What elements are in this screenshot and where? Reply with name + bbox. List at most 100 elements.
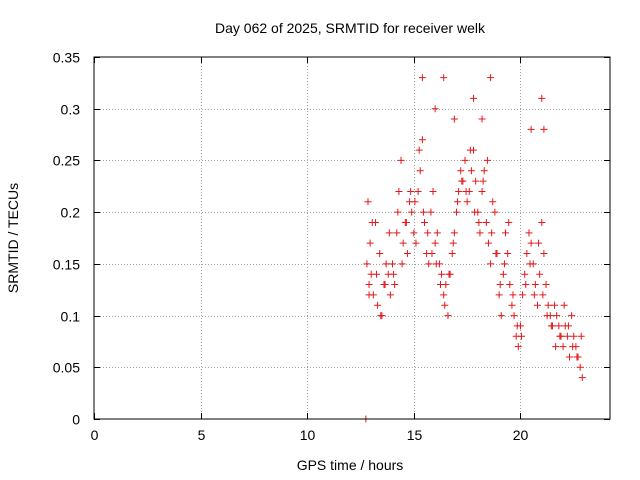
data-point xyxy=(530,291,538,299)
data-point xyxy=(428,250,436,258)
data-point xyxy=(462,187,470,195)
data-point xyxy=(397,156,405,164)
data-point xyxy=(499,270,507,278)
axis-ticks xyxy=(94,57,610,420)
data-point xyxy=(385,229,393,237)
data-point xyxy=(450,229,458,237)
data-point xyxy=(454,198,462,206)
y-tick-label: 0.25 xyxy=(53,153,80,169)
data-point xyxy=(556,332,564,340)
data-point xyxy=(449,239,457,247)
data-point xyxy=(521,270,529,278)
data-point xyxy=(553,312,561,320)
data-point xyxy=(399,239,407,247)
data-point xyxy=(363,260,371,268)
data-point xyxy=(496,281,504,289)
data-point xyxy=(506,281,514,289)
data-point xyxy=(547,322,555,330)
y-axis-label: SRMTID / TECUs xyxy=(5,183,21,293)
data-point xyxy=(433,229,441,237)
data-point xyxy=(394,208,402,216)
data-point xyxy=(377,312,385,320)
data-point xyxy=(441,301,449,309)
data-point xyxy=(458,177,466,185)
data-point xyxy=(429,187,437,195)
data-point xyxy=(536,270,544,278)
data-point xyxy=(510,312,518,320)
data-point xyxy=(410,229,418,237)
data-point xyxy=(419,208,427,216)
data-point xyxy=(568,312,576,320)
data-point xyxy=(364,198,372,206)
y-tick-label: 0.2 xyxy=(61,205,81,221)
data-point xyxy=(478,115,486,123)
data-point xyxy=(531,281,539,289)
data-point xyxy=(467,167,475,175)
data-point xyxy=(569,343,577,351)
data-point xyxy=(478,187,486,195)
data-point xyxy=(534,301,542,309)
data-points xyxy=(362,74,586,423)
data-point xyxy=(402,218,410,226)
data-point xyxy=(495,291,503,299)
data-point xyxy=(544,301,552,309)
data-point xyxy=(466,146,474,154)
data-point xyxy=(418,74,426,82)
data-point xyxy=(527,239,535,247)
data-point xyxy=(461,156,469,164)
data-point xyxy=(424,229,432,237)
data-point xyxy=(497,312,505,320)
data-point xyxy=(523,250,531,258)
data-point xyxy=(573,353,581,361)
data-point xyxy=(368,218,376,226)
data-point xyxy=(476,229,484,237)
data-point xyxy=(472,177,480,185)
data-point xyxy=(412,239,420,247)
y-tick-label: 0.05 xyxy=(53,360,80,376)
data-point xyxy=(538,94,546,102)
data-point xyxy=(440,74,448,82)
data-point xyxy=(577,332,585,340)
data-point xyxy=(365,291,373,299)
data-point xyxy=(482,218,490,226)
data-point xyxy=(457,167,465,175)
data-point xyxy=(398,260,406,268)
data-point xyxy=(408,208,416,216)
data-point xyxy=(420,218,428,226)
data-point xyxy=(427,208,435,216)
data-point xyxy=(542,281,550,289)
data-point xyxy=(365,281,373,289)
plot-frame xyxy=(93,56,611,420)
y-tick-label: 0.3 xyxy=(61,102,81,118)
data-point xyxy=(505,218,513,226)
data-point xyxy=(480,167,488,175)
data-point xyxy=(463,198,471,206)
data-point xyxy=(436,281,444,289)
x-axis-label: GPS time / hours xyxy=(297,457,404,473)
data-point xyxy=(578,374,586,382)
data-point xyxy=(414,187,422,195)
data-point xyxy=(381,281,389,289)
data-point xyxy=(570,332,578,340)
data-point xyxy=(527,125,535,133)
data-point xyxy=(470,94,478,102)
x-tick-label: 10 xyxy=(300,427,316,443)
data-point xyxy=(475,218,483,226)
data-point xyxy=(393,229,401,237)
data-point xyxy=(513,322,521,330)
x-tick-label: 0 xyxy=(91,427,99,443)
data-point xyxy=(488,229,496,237)
data-point xyxy=(487,260,495,268)
data-point xyxy=(382,260,390,268)
data-point xyxy=(386,291,394,299)
data-point xyxy=(403,250,411,258)
data-point xyxy=(491,208,499,216)
data-point xyxy=(564,322,572,330)
data-point xyxy=(445,270,453,278)
data-point xyxy=(432,260,440,268)
data-point xyxy=(560,301,568,309)
x-tick-label: 20 xyxy=(513,427,529,443)
data-point xyxy=(540,250,548,258)
data-point xyxy=(448,250,456,258)
y-tick-label: 0 xyxy=(72,412,80,428)
